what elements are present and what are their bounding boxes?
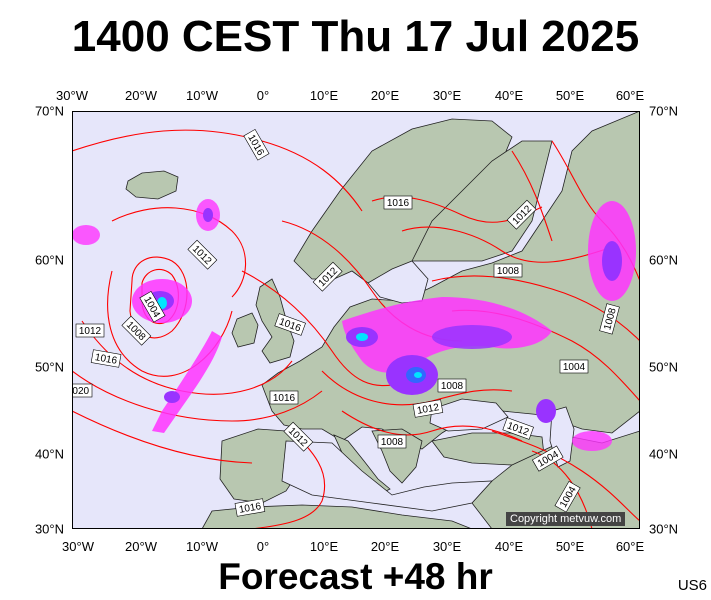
lon-tick-top: 0° xyxy=(256,88,270,103)
isobar xyxy=(341,410,523,442)
lon-tick-bottom: 50°E xyxy=(555,539,585,554)
isobar xyxy=(72,370,323,422)
lon-tick-top: 20°E xyxy=(370,88,400,103)
lat-tick-left: 30°N xyxy=(34,521,64,537)
lon-tick-bottom: 10°E xyxy=(309,539,339,554)
lon-tick-bottom: 30°E xyxy=(432,539,462,554)
rain-area xyxy=(536,399,556,423)
lat-tick-left: 40°N xyxy=(34,446,64,462)
lon-tick-bottom: 20°W xyxy=(125,539,157,554)
isobar xyxy=(251,430,326,529)
lat-tick-right: 40°N xyxy=(649,446,679,462)
isobar xyxy=(241,270,403,387)
land-north-africa xyxy=(201,504,473,529)
land-iceland xyxy=(125,170,179,200)
rain-area xyxy=(572,431,612,451)
lat-tick-right: 50°N xyxy=(649,359,679,375)
lon-tick-bottom: 30°W xyxy=(62,539,94,554)
map-frame xyxy=(72,111,640,529)
lon-tick-top: 20°W xyxy=(125,88,157,103)
lat-tick-right: 30°N xyxy=(649,521,679,537)
isobar xyxy=(111,207,247,298)
rain-area xyxy=(432,325,512,349)
land-ireland xyxy=(231,312,259,348)
isobar-label: 1016 xyxy=(387,198,410,209)
copyright-badge: Copyright metvuw.com xyxy=(506,512,626,526)
inland-seas xyxy=(281,260,575,512)
lon-tick-top: 60°E xyxy=(615,88,645,103)
model-label: US6 xyxy=(677,577,707,594)
lon-tick-bottom: 0° xyxy=(256,539,270,554)
forecast-label: Forecast +48 hr xyxy=(218,556,493,597)
isobar-label: 1012 xyxy=(416,402,440,417)
isobar-label: 1016 xyxy=(94,352,118,367)
sea-baltic xyxy=(367,260,429,304)
map-title: 1400 CEST Thu 17 Jul 2025 xyxy=(71,12,640,61)
isobar xyxy=(72,410,253,464)
isobar xyxy=(401,226,613,263)
isobar-label: 1008 xyxy=(441,381,464,392)
rain-area xyxy=(164,391,180,403)
rain-area xyxy=(414,372,422,378)
rain-area xyxy=(602,241,622,281)
lon-tick-top: 40°E xyxy=(494,88,524,103)
isobar-label: 1008 xyxy=(381,437,404,448)
weather-map: 1016 1016 1012 1012 1004 1008 xyxy=(72,111,640,529)
precipitation xyxy=(72,199,636,451)
lon-tick-top: 30°W xyxy=(56,88,88,103)
lon-tick-bottom: 40°E xyxy=(494,539,524,554)
lon-tick-bottom: 10°W xyxy=(186,539,218,554)
lon-tick-bottom: 60°E xyxy=(615,539,645,554)
rain-area xyxy=(203,208,213,222)
rain-band xyxy=(152,331,222,433)
lon-tick-top: 50°E xyxy=(555,88,585,103)
isobar-label: 1008 xyxy=(497,266,520,277)
sea-black xyxy=(429,398,509,432)
lon-tick-bottom: 20°E xyxy=(370,539,400,554)
isobar xyxy=(511,150,553,242)
isobar-label: 1012 xyxy=(79,326,102,337)
isobar-label: 1004 xyxy=(563,362,586,373)
isobar-label: 1020 xyxy=(72,386,90,397)
isobar-label: 1016 xyxy=(238,501,262,516)
isobar-label: 1016 xyxy=(273,393,296,404)
isobar xyxy=(491,430,640,522)
rain-area xyxy=(356,333,368,341)
land-continent xyxy=(261,111,640,450)
lat-tick-right: 70°N xyxy=(649,103,679,119)
lat-tick-left: 60°N xyxy=(34,252,64,268)
lon-tick-top: 30°E xyxy=(432,88,462,103)
lat-tick-left: 50°N xyxy=(34,359,64,375)
land-finland xyxy=(411,140,553,262)
lat-tick-right: 60°N xyxy=(649,252,679,268)
sea-mediterranean xyxy=(281,440,493,512)
lat-tick-left: 70°N xyxy=(34,103,64,119)
isobar xyxy=(431,275,640,342)
lon-tick-top: 10°E xyxy=(309,88,339,103)
lon-tick-top: 10°W xyxy=(186,88,218,103)
rain-area xyxy=(72,225,100,245)
